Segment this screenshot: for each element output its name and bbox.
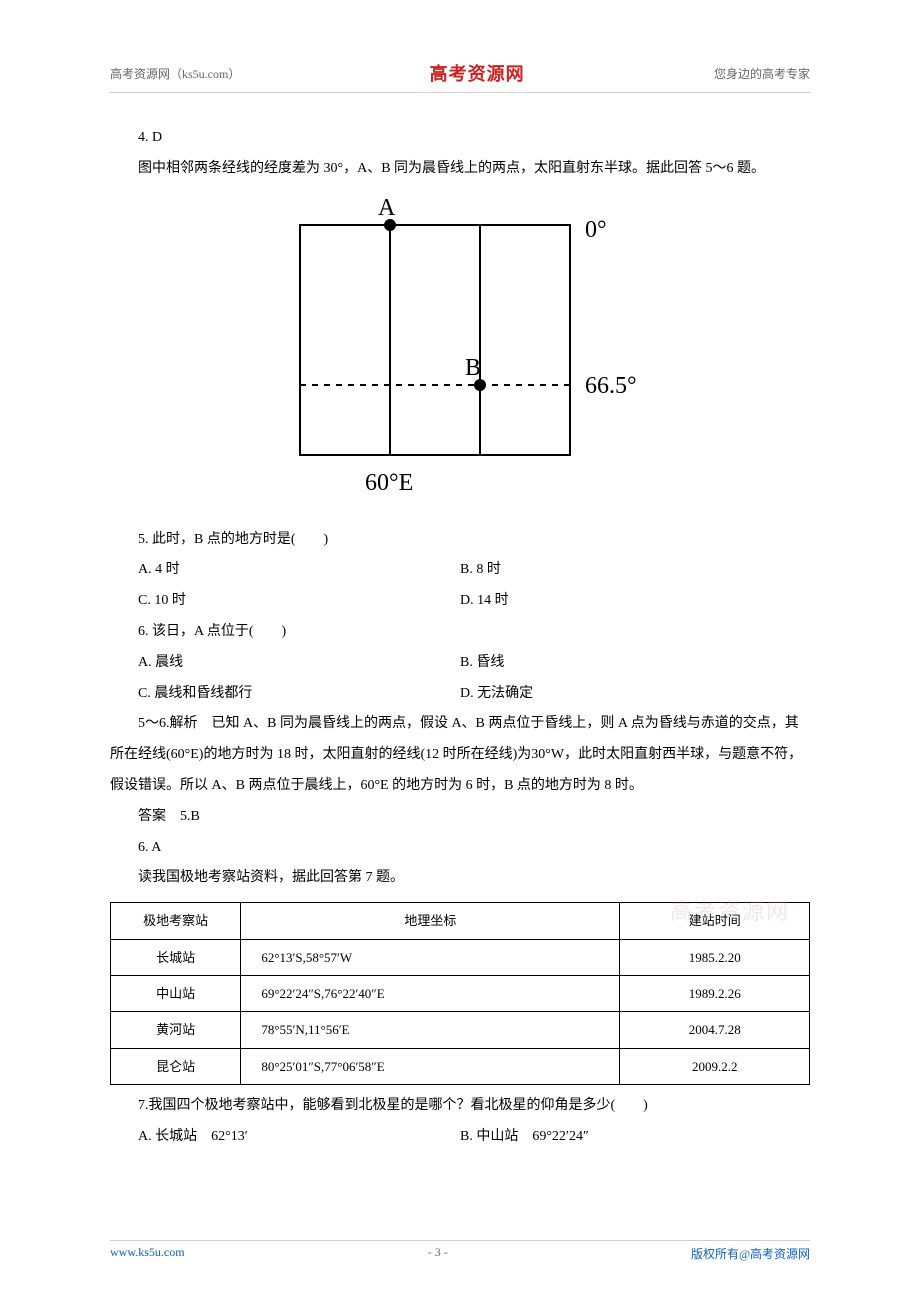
- cell-station: 黄河站: [111, 1012, 241, 1048]
- diagram-rect: [300, 225, 570, 455]
- table-row: 昆仑站 80°25′01″S,77°06′58″E 2009.2.2: [111, 1048, 810, 1084]
- table-row: 长城站 62°13′S,58°57′W 1985.2.20: [111, 939, 810, 975]
- analysis-5-6: 5～6.解析 已知 A、B 同为晨昏线上的两点，假设 A、B 两点位于昏线上，则…: [110, 709, 810, 801]
- table-row: 中山站 69°22′24″S,76°22′40″E 1989.2.26: [111, 975, 810, 1011]
- q6-row2: C. 晨线和昏线都行 D. 无法确定: [110, 679, 810, 710]
- q6-a: A. 晨线: [110, 648, 460, 679]
- q6-d: D. 无法确定: [460, 679, 810, 710]
- cell-coord: 62°13′S,58°57′W: [241, 939, 620, 975]
- q5-b: B. 8 时: [460, 555, 810, 586]
- header-right: 您身边的高考专家: [714, 65, 810, 82]
- q5-c: C. 10 时: [110, 586, 460, 617]
- footer-link[interactable]: www.ks5u.com: [110, 1245, 185, 1262]
- document-body: 4. D 图中相邻两条经线的经度差为 30°，A、B 同为晨昏线上的两点，太阳直…: [110, 123, 810, 1153]
- q5-stem: 5. 此时，B 点的地方时是( ): [110, 525, 810, 556]
- cell-year: 1989.2.26: [620, 975, 810, 1011]
- th-coord: 地理坐标: [241, 903, 620, 939]
- q5-row2: C. 10 时 D. 14 时: [110, 586, 810, 617]
- page-number: - 3 -: [428, 1245, 448, 1262]
- cell-station: 昆仑站: [111, 1048, 241, 1084]
- answer-6: 6. A: [110, 833, 810, 864]
- q5-row1: A. 4 时 B. 8 时: [110, 555, 810, 586]
- label-A: A: [378, 195, 396, 221]
- label-60E: 60°E: [365, 470, 413, 496]
- q7-row1: A. 长城站 62°13′ B. 中山站 69°22′24″: [110, 1122, 810, 1153]
- q7-a: A. 长城站 62°13′: [110, 1122, 460, 1153]
- q5-a: A. 4 时: [110, 555, 460, 586]
- label-B: B: [465, 355, 481, 381]
- page-header: 高考资源网（ks5u.com） 高考资源网 您身边的高考专家: [110, 60, 810, 93]
- cell-station: 中山站: [111, 975, 241, 1011]
- footer-copyright: 版权所有@高考资源网: [691, 1245, 810, 1262]
- intro-5-6: 图中相邻两条经线的经度差为 30°，A、B 同为晨昏线上的两点，太阳直射东半球。…: [110, 154, 810, 185]
- label-0deg: 0°: [585, 217, 607, 243]
- q6-b: B. 昏线: [460, 648, 810, 679]
- diagram-5-6: A B 0° 66.5° 60°E: [110, 195, 810, 505]
- page-footer: www.ks5u.com - 3 - 版权所有@高考资源网: [110, 1240, 810, 1262]
- table-header-row: 极地考察站 地理坐标 建站时间: [111, 903, 810, 939]
- answer-5: 答案 5.B: [110, 802, 810, 833]
- intro-7: 读我国极地考察站资料，据此回答第 7 题。: [110, 863, 810, 894]
- cell-station: 长城站: [111, 939, 241, 975]
- cell-coord: 69°22′24″S,76°22′40″E: [241, 975, 620, 1011]
- cell-year: 2004.7.28: [620, 1012, 810, 1048]
- header-center-logo: 高考资源网: [430, 60, 525, 86]
- cell-coord: 78°55′N,11°56′E: [241, 1012, 620, 1048]
- cell-coord: 80°25′01″S,77°06′58″E: [241, 1048, 620, 1084]
- table-row: 黄河站 78°55′N,11°56′E 2004.7.28: [111, 1012, 810, 1048]
- label-665deg: 66.5°: [585, 373, 637, 399]
- th-station: 极地考察站: [111, 903, 241, 939]
- polar-stations-table: 极地考察站 地理坐标 建站时间 长城站 62°13′S,58°57′W 1985…: [110, 902, 810, 1085]
- cell-year: 2009.2.2: [620, 1048, 810, 1084]
- q7-b: B. 中山站 69°22′24″: [460, 1122, 810, 1153]
- q6-row1: A. 晨线 B. 昏线: [110, 648, 810, 679]
- header-left: 高考资源网（ks5u.com）: [110, 65, 240, 82]
- th-year: 建站时间: [620, 903, 810, 939]
- cell-year: 1985.2.20: [620, 939, 810, 975]
- answer-4: 4. D: [110, 123, 810, 154]
- grid-diagram-svg: A B 0° 66.5° 60°E: [260, 195, 660, 505]
- q7-stem: 7.我国四个极地考察站中，能够看到北极星的是哪个？看北极星的仰角是多少( ): [110, 1091, 810, 1122]
- q6-c: C. 晨线和昏线都行: [110, 679, 460, 710]
- q6-stem: 6. 该日，A 点位于( ): [110, 617, 810, 648]
- q5-d: D. 14 时: [460, 586, 810, 617]
